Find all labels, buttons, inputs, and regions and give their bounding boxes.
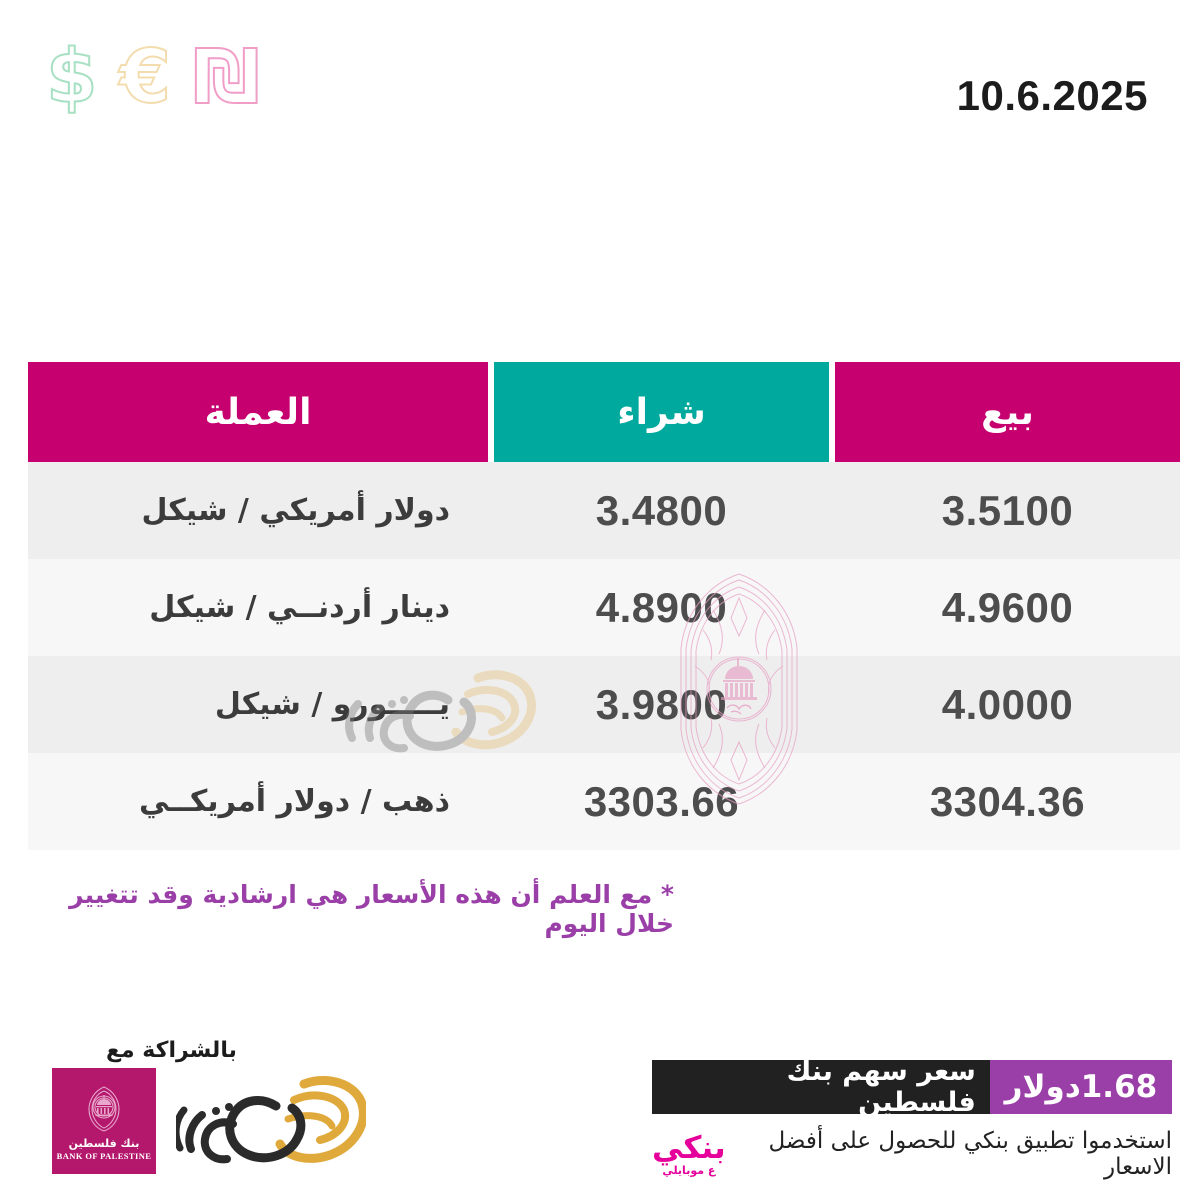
table-row: 3.5100 3.4800 دولار أمريكي / شيكل [28, 462, 1180, 559]
cell-currency: دينار أردنــي / شيكل [28, 559, 488, 656]
page-header: $ € ₪ 10.6.2025 [0, 0, 1200, 160]
euro-symbol-icon: € [119, 34, 172, 120]
cell-buy: 3303.66 [488, 753, 835, 850]
app-promo-row: استخدموا تطبيق بنكي للحصول على أفضل الاس… [652, 1128, 1172, 1180]
column-header-buy: شراء [488, 362, 835, 462]
table-row: 3304.36 3303.66 ذهب / دولار أمريكــي [28, 753, 1180, 850]
bank-logo-english-text: BANK OF PALESTINE [56, 1151, 152, 1161]
table-body: 3.5100 3.4800 دولار أمريكي / شيكل 4.9600… [28, 462, 1180, 850]
bank-logo-arabic-text: بنك فلسطين [68, 1137, 140, 1150]
table-header-row: بيع شراء العملة [28, 362, 1180, 462]
cell-currency: ذهب / دولار أمريكــي [28, 753, 488, 850]
partnership-label: بالشراكة مع [106, 1038, 237, 1063]
column-header-currency: العملة [28, 362, 488, 462]
rates-table-container: بيع شراء العملة 3.5100 3.4800 دولار أمري… [28, 362, 1180, 850]
cell-currency: دولار أمريكي / شيكل [28, 462, 488, 559]
table-row: 4.0000 3.9800 يـــــورو / شيكل [28, 656, 1180, 753]
cell-sell: 3304.36 [835, 753, 1180, 850]
cell-buy: 4.8900 [488, 559, 835, 656]
cell-sell: 4.9600 [835, 559, 1180, 656]
stock-price-value: 1.68دولار [989, 1060, 1172, 1114]
stock-price-label: سعر سهم بنك فلسطين [652, 1056, 990, 1118]
stock-price-bar: 1.68دولار سعر سهم بنك فلسطين [652, 1056, 1172, 1118]
cell-currency: يـــــورو / شيكل [28, 656, 488, 753]
partnership-block: بالشراكة مع [44, 1032, 374, 1182]
disclaimer-note: * مع العلم أن هذه الأسعار هي ارشادية وقد… [69, 880, 674, 938]
stock-info-block: 1.68دولار سعر سهم بنك فلسطين استخدموا تط… [652, 1056, 1172, 1180]
dollar-symbol-icon: $ [45, 34, 98, 120]
date-label: 10.6.2025 [956, 72, 1148, 119]
cell-sell: 3.5100 [835, 462, 1180, 559]
column-header-sell: بيع [835, 362, 1180, 462]
exchange-rates-table: بيع شراء العملة 3.5100 3.4800 دولار أمري… [28, 362, 1180, 850]
cell-sell: 4.0000 [835, 656, 1180, 753]
app-promo-text: استخدموا تطبيق بنكي للحصول على أفضل الاس… [768, 1128, 1172, 1180]
bankety-logo-sub-text: ع موبايلي [662, 1163, 716, 1177]
sada-news-logo-icon [176, 1076, 366, 1164]
bankety-app-logo: بنكي ع موبايلي [652, 1129, 726, 1177]
bankety-logo-main-text: بنكي [652, 1129, 726, 1166]
cell-buy: 3.4800 [488, 462, 835, 559]
shekel-symbol-icon: ₪ [192, 34, 261, 120]
bank-of-palestine-logo: بنك فلسطين BANK OF PALESTINE [52, 1068, 156, 1174]
cell-buy: 3.9800 [488, 656, 835, 753]
table-row: 4.9600 4.8900 دينار أردنــي / شيكل [28, 559, 1180, 656]
bank-emblem-icon [88, 1086, 120, 1132]
currency-symbols-group: $ € ₪ [45, 34, 261, 120]
